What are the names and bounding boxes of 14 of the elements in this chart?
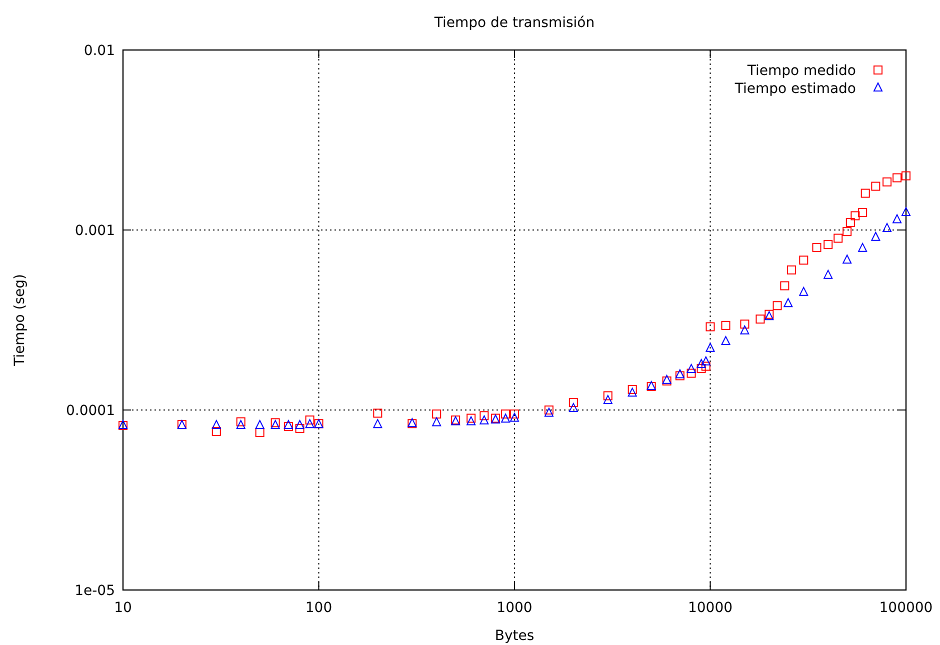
y-axis-title: Tiempo (seg) bbox=[12, 274, 28, 367]
y-tick-label: 0.001 bbox=[74, 223, 115, 239]
y-tick-label: 1e-05 bbox=[74, 583, 115, 599]
x-tick-label: 10 bbox=[114, 600, 132, 616]
chart-title: Tiempo de transmisión bbox=[433, 15, 595, 31]
x-tick-label: 100 bbox=[305, 600, 332, 616]
legend-label: Tiempo medido bbox=[746, 63, 856, 79]
x-tick-label: 100000 bbox=[879, 600, 933, 616]
y-tick-label: 0.01 bbox=[84, 43, 115, 59]
y-tick-label: 0.0001 bbox=[66, 403, 115, 419]
legend-label: Tiempo estimado bbox=[734, 81, 856, 97]
x-axis-title: Bytes bbox=[494, 628, 534, 644]
x-tick-label: 1000 bbox=[496, 600, 532, 616]
x-tick-label: 10000 bbox=[688, 600, 733, 616]
